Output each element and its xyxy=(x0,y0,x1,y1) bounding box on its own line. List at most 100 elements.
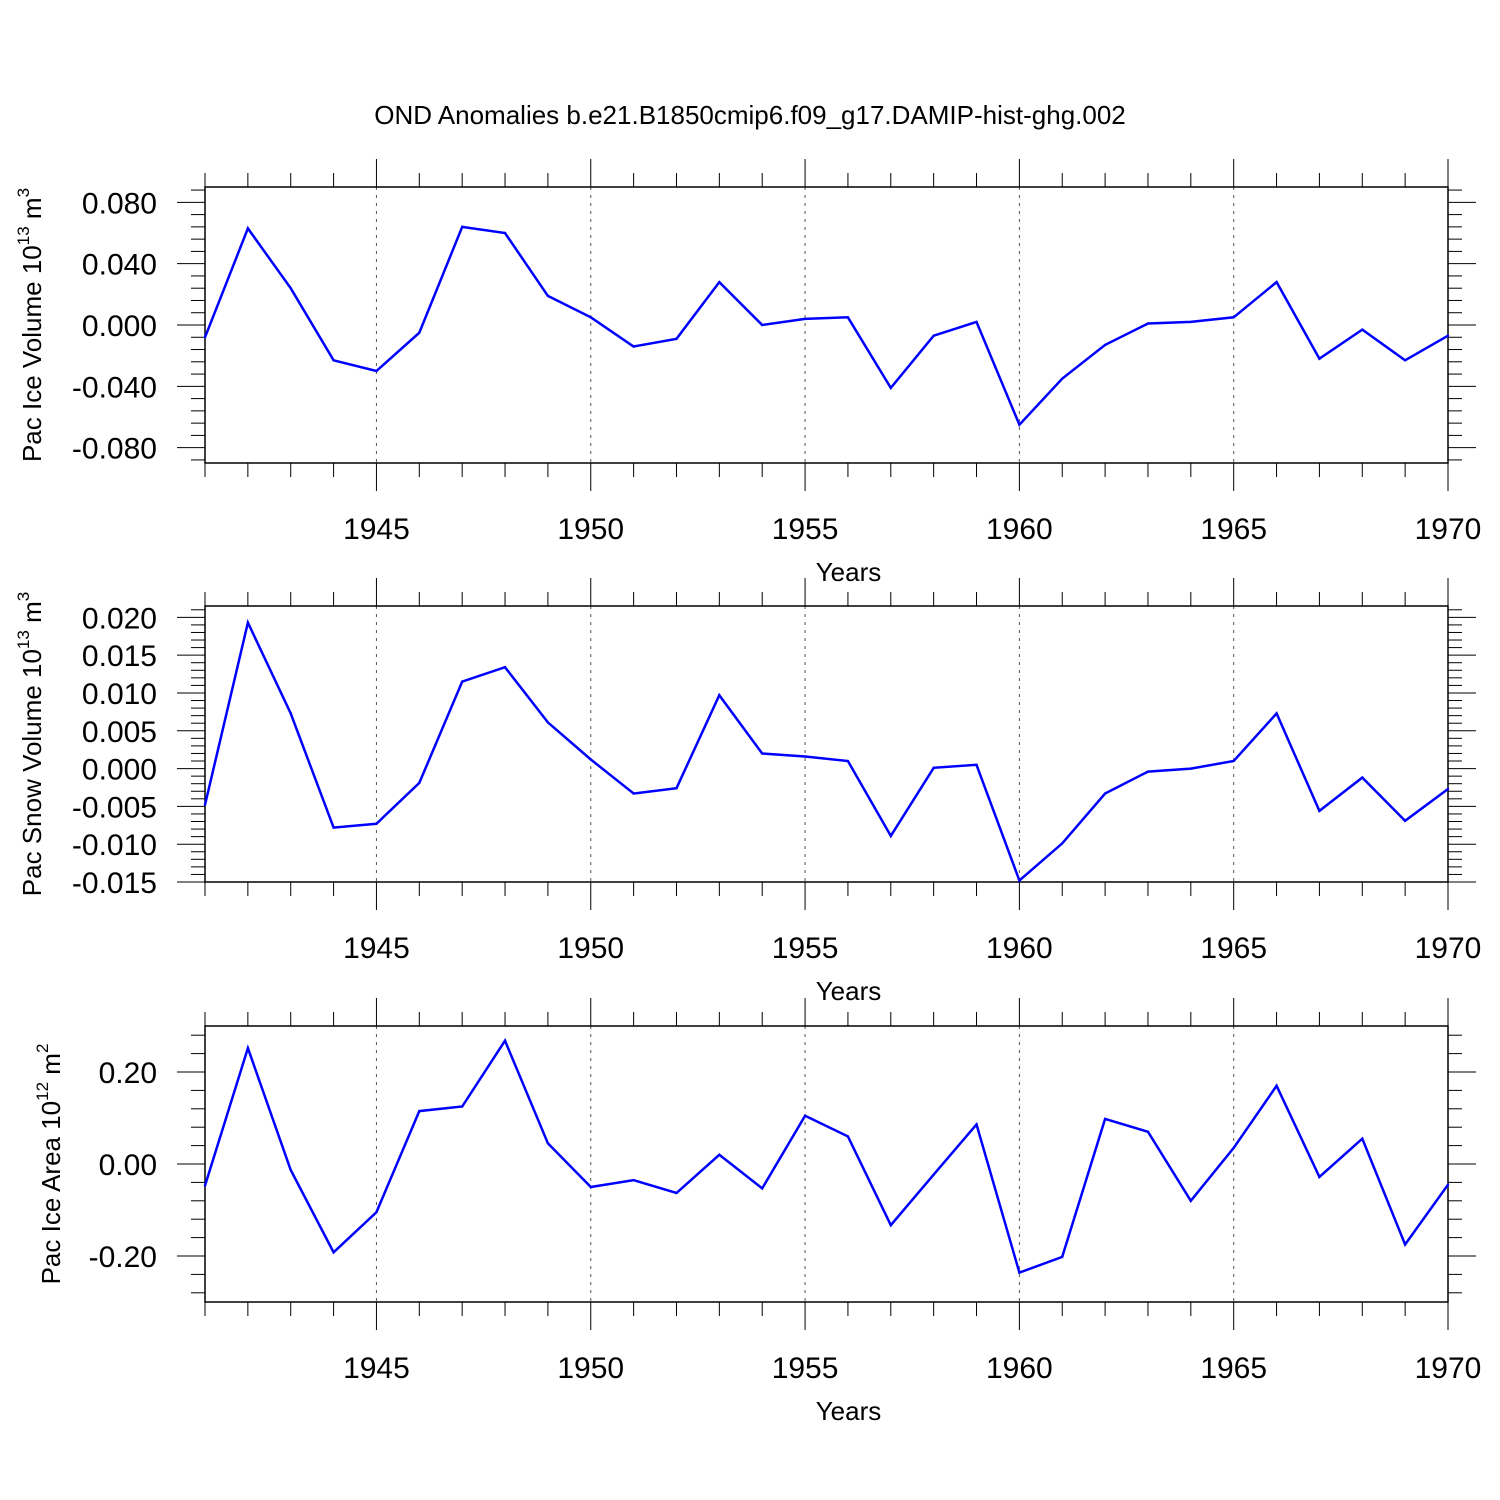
data-point xyxy=(1318,1175,1321,1179)
data-point xyxy=(632,345,635,348)
data-point xyxy=(546,721,550,724)
data-point xyxy=(1446,1183,1450,1186)
y-axis-label-exponent: 13 xyxy=(14,226,33,245)
data-point xyxy=(503,231,507,235)
y-tick-label: 0.020 xyxy=(82,602,157,635)
y-tick-label: -0.080 xyxy=(72,433,157,466)
data-point xyxy=(589,1185,592,1189)
data-point xyxy=(932,766,935,770)
data-point xyxy=(932,1173,935,1176)
data-point xyxy=(718,1153,721,1157)
data-point xyxy=(1232,1146,1235,1150)
data-point xyxy=(246,1046,250,1050)
data-point xyxy=(846,1135,850,1138)
data-point xyxy=(418,781,421,785)
data-point xyxy=(203,803,207,807)
figure-title: OND Anomalies b.e21.B1850cmip6.f09_g17.D… xyxy=(374,100,1126,130)
data-point xyxy=(589,316,592,319)
data-point xyxy=(1103,343,1107,347)
data-point xyxy=(1275,280,1278,284)
data-point xyxy=(503,666,507,669)
data-point xyxy=(460,680,464,683)
y-axis-label-exponent: 13 xyxy=(14,630,33,649)
data-point xyxy=(632,1178,635,1182)
data-point xyxy=(418,331,421,334)
data-point xyxy=(889,834,892,838)
data-point xyxy=(375,822,378,825)
data-point xyxy=(332,1251,335,1254)
data-point xyxy=(1361,776,1364,779)
data-point xyxy=(803,1114,807,1117)
data-point xyxy=(460,225,464,229)
data-point xyxy=(460,1105,464,1108)
y-tick-label: -0.040 xyxy=(72,371,157,404)
x-tick-label: 1950 xyxy=(557,1352,624,1385)
data-point xyxy=(246,621,250,624)
y-axis-label-unit: m xyxy=(36,1053,66,1082)
data-point xyxy=(803,755,807,758)
data-point xyxy=(1446,787,1450,791)
data-point xyxy=(289,1168,292,1172)
data-point xyxy=(332,826,335,829)
data-point xyxy=(546,294,550,298)
data-point xyxy=(1189,1199,1193,1203)
data-point xyxy=(546,1142,550,1145)
data-point xyxy=(632,792,635,795)
plot-frame xyxy=(204,186,1449,464)
data-point xyxy=(761,752,764,755)
data-point xyxy=(1275,1084,1278,1088)
data-point xyxy=(375,369,378,373)
data-point xyxy=(1361,1137,1364,1140)
data-point xyxy=(203,336,207,339)
x-tick-label: 1955 xyxy=(772,1352,839,1385)
data-point xyxy=(675,337,678,340)
x-tick-label: 1965 xyxy=(1200,932,1267,965)
data-point xyxy=(1361,328,1364,331)
series-line-1 xyxy=(203,1038,1450,1275)
chart-panel-3: 1945 1950 1955 1960 1965 1970 0.20 0.00 -0.20 Yea… xyxy=(33,998,1481,1426)
x-tick-label: 1965 xyxy=(1200,513,1267,546)
y-tick-label: 0.080 xyxy=(82,187,157,220)
data-point xyxy=(1318,809,1321,813)
data-point xyxy=(803,317,807,321)
data-point xyxy=(718,280,721,284)
data-point xyxy=(1146,322,1150,325)
data-point xyxy=(761,323,764,327)
x-tick-label: 1950 xyxy=(557,513,624,546)
data-point xyxy=(975,1123,978,1126)
data-point xyxy=(1446,334,1450,337)
data-point xyxy=(1103,1117,1107,1121)
x-tick-label: 1970 xyxy=(1415,932,1482,965)
data-point xyxy=(1189,320,1193,324)
data-point xyxy=(1018,1271,1021,1274)
data-point xyxy=(1275,712,1278,715)
x-tick-label: 1960 xyxy=(986,1352,1053,1385)
x-tick-label: 1965 xyxy=(1200,1352,1267,1385)
data-point xyxy=(589,758,592,761)
y-axis-label-unit: m xyxy=(17,601,47,630)
x-tick-label: 1970 xyxy=(1415,1352,1482,1385)
data-point xyxy=(1189,767,1193,770)
data-point xyxy=(1146,1130,1150,1134)
data-point xyxy=(761,1187,764,1190)
data-point xyxy=(1018,423,1021,426)
y-axis-label: Pac Ice Area 1012 m2 xyxy=(33,1044,66,1285)
x-tick-label: 1945 xyxy=(343,1352,410,1385)
y-axis-label-unit-exponent: 3 xyxy=(14,188,33,197)
data-point xyxy=(1318,357,1321,360)
y-tick-label: 0.040 xyxy=(82,249,157,282)
data-point xyxy=(1232,316,1235,319)
y-tick-label: 0.010 xyxy=(82,678,157,711)
data-point xyxy=(889,1223,892,1227)
y-tick-label: 0.20 xyxy=(99,1057,157,1090)
data-point xyxy=(846,759,850,763)
data-point xyxy=(203,1184,207,1187)
y-tick-label: 0.00 xyxy=(99,1149,157,1182)
y-axis-label-unit: m xyxy=(17,197,47,226)
data-point xyxy=(975,320,978,324)
y-tick-label: 0.000 xyxy=(82,310,157,343)
data-point xyxy=(675,787,678,790)
data-point xyxy=(289,712,292,715)
data-point xyxy=(246,227,250,230)
